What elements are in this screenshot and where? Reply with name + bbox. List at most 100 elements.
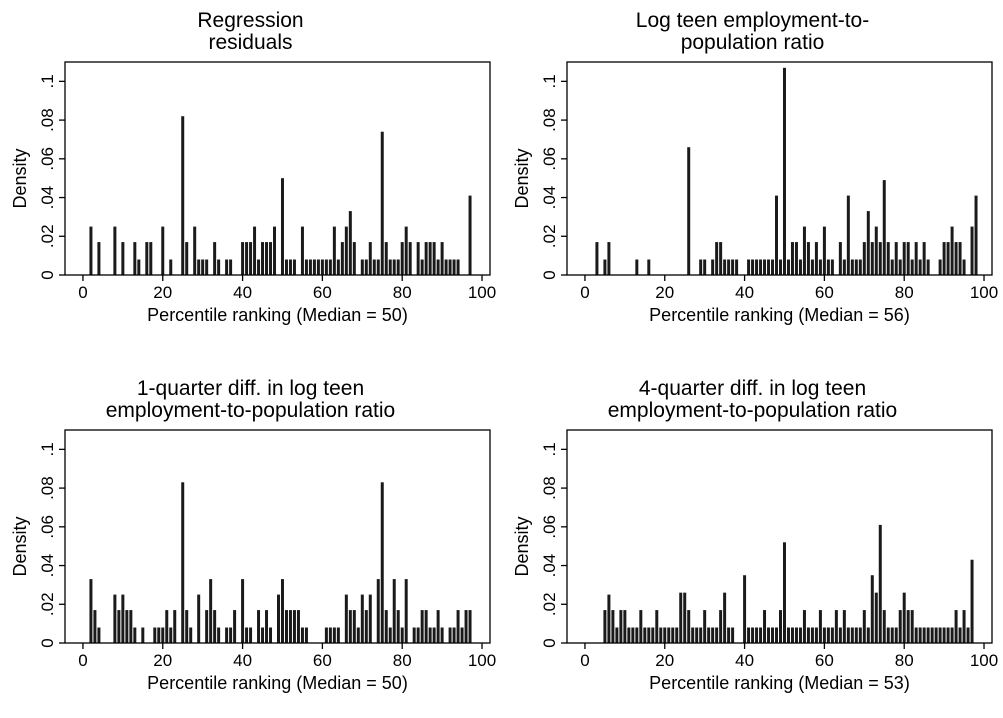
histogram-bar [830,259,834,275]
histogram-bar [767,259,771,275]
histogram-bar [241,242,245,275]
histogram-bar [707,627,711,643]
histogram-bar [376,259,380,275]
histogram-bar [878,242,882,275]
histogram-bar [189,627,193,643]
histogram-bar [448,627,452,643]
histogram-bar [779,610,782,643]
histogram-bar [97,242,101,275]
y-tick-label: 0 [540,270,559,279]
histogram-bar [328,627,332,643]
chart-title-line-1: Log teen employment-to- [635,9,870,32]
histogram-bar [687,147,691,275]
histogram-bar [763,610,767,643]
histogram-bar [261,627,265,643]
histogram-bar [798,259,802,275]
histogram-bar [723,592,727,643]
histogram-bar [197,594,201,643]
histogram-bar [635,627,639,643]
x-tick-label: 100 [970,651,998,670]
histogram-bar [225,259,229,275]
histogram-bar [874,226,878,275]
histogram-bar [810,627,814,643]
histogram-bar [209,579,213,643]
histogram-bar [970,226,974,275]
histogram-bar [300,627,304,643]
histogram-bar [906,610,910,643]
histogram-bar [440,627,444,643]
histogram-bar [719,610,723,643]
histogram-bar [368,594,372,643]
plot-frame [566,429,993,644]
y-tick-label: .1 [540,442,559,456]
chart-title-line-2: residuals [208,31,293,54]
histogram-bar [810,259,814,275]
histogram-bar [193,226,197,275]
chart-title-line-2: employment-to-population ratio [105,399,396,422]
histogram-bar [356,627,360,643]
y-tick-label: .04 [540,186,559,210]
histogram-bar [288,610,292,643]
histogram-bar [802,610,806,643]
histogram-bar [727,627,731,643]
histogram-bar [149,242,153,275]
x-tick-label: 100 [970,283,998,302]
histogram-bar [914,242,918,275]
histogram-bar [655,610,659,643]
histogram-bar [344,226,348,275]
histogram-bar [408,242,412,275]
histogram-bar [922,627,926,643]
histogram-bar [265,610,269,643]
histogram-bar [858,259,862,275]
histogram-bar [312,259,316,275]
histogram-bar [368,242,372,275]
histogram-bar [822,627,826,643]
histogram-bar [261,242,265,275]
histogram-bar [181,116,185,275]
histogram-bar [659,627,663,643]
histogram-bar [468,195,472,275]
histogram-bar [918,627,922,643]
histogram-bar [798,627,802,643]
histogram-bar [719,242,723,275]
histogram-bar [619,610,623,643]
histogram-bar [930,627,934,643]
histogram-bar [691,627,695,643]
histogram-bar [874,592,878,643]
histogram-bar [205,610,209,643]
histogram-bar [723,259,727,275]
x-tick-label: 40 [735,651,754,670]
histogram-bar [273,226,276,275]
histogram-bar [846,627,850,643]
histogram-bar [727,259,731,275]
y-axis-label: Density [512,516,532,576]
histogram-bar [129,610,133,643]
histogram-bar [121,242,125,275]
x-axis-label: Percentile ranking (Median = 50) [147,673,408,693]
histogram-bar [464,610,468,643]
histogram-bar [767,627,771,643]
y-tick-label: .02 [540,224,559,248]
y-tick-label: .04 [38,186,57,210]
histogram-bar [229,627,233,643]
histogram-bar [185,242,189,275]
histogram-bar [882,180,886,275]
x-tick-label: 40 [233,283,252,302]
histogram-bar [818,610,822,643]
histogram-bar [324,627,328,643]
y-tick-label: .06 [38,515,57,539]
histogram-bar [117,610,121,643]
chart-title-line-1: 1-quarter diff. in log teen [136,377,365,400]
histogram-bar [850,259,854,275]
histogram-bar [420,610,424,643]
x-tick-label: 0 [580,283,589,302]
histogram-bar [866,211,870,275]
histogram-bar [141,627,145,643]
histogram-bar [364,259,368,275]
histogram-bar [882,610,886,643]
histogram-bar [755,627,759,643]
histogram-bar [970,559,974,643]
histogram-bar [763,259,767,275]
y-tick-label: 0 [38,270,57,279]
histogram-bar [269,242,273,275]
